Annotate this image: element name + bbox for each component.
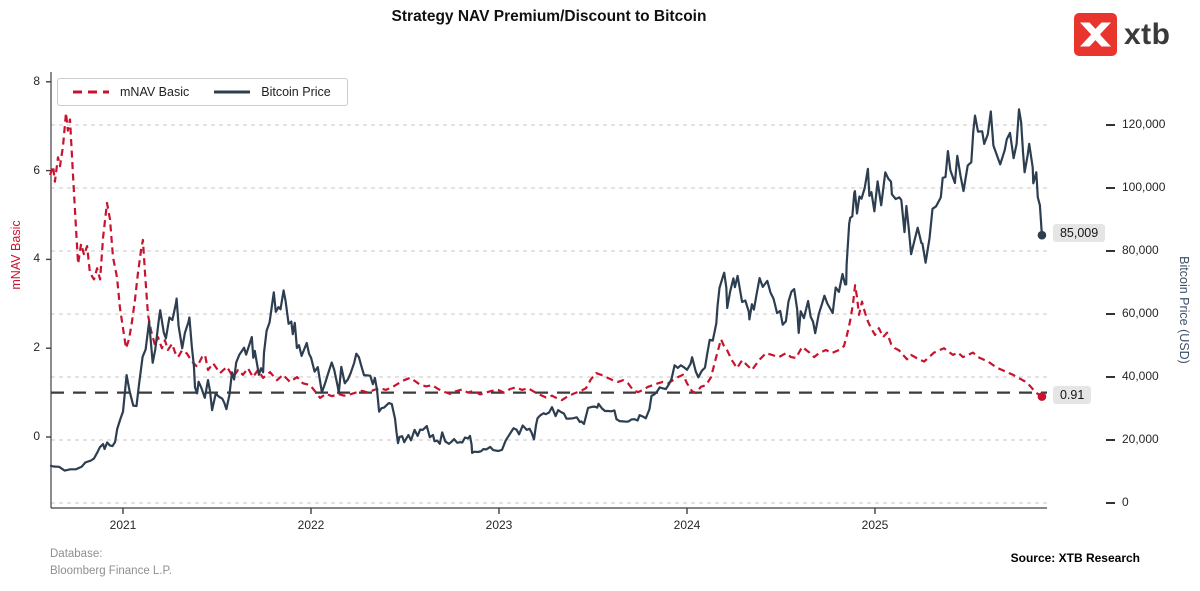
xtb-x-icon: [1080, 22, 1111, 47]
xtb-logo: xtb: [1074, 13, 1171, 56]
x-axis-tick-label: 2024: [673, 518, 701, 532]
x-axis-tick-label: 2023: [485, 518, 513, 532]
right-tick-mark: [1106, 439, 1115, 441]
left-axis-tick-label: 4: [33, 251, 40, 266]
mnav-basic-line: [49, 111, 1043, 402]
right-tick-mark: [1106, 502, 1115, 504]
right-axis-tick-label: 40,000: [1122, 369, 1159, 383]
right-axis-tick-label: 0: [1122, 495, 1129, 509]
left-axis-tick-label: 0: [33, 429, 40, 443]
database-note-line1: Database:: [50, 548, 103, 560]
x-axis-tick-label: 2021: [109, 518, 137, 532]
btc-last-value-badge: 85,009: [1052, 224, 1106, 243]
x-axis-tick-label: 2022: [297, 518, 325, 532]
xtb-logo-box: [1074, 13, 1117, 56]
right-tick-mark: [1106, 313, 1115, 315]
mnav-basic-end-dot: [1037, 392, 1047, 401]
right-axis-tick-label: 100,000: [1122, 180, 1166, 194]
x-axis-tick-label: 2025: [861, 518, 889, 532]
btc-legend-line-icon: [214, 90, 251, 94]
bitcoin-price-line: [49, 108, 1043, 472]
left-axis-tick-label: 6: [33, 162, 40, 177]
legend-label-mnav: mNAV Basic: [120, 85, 190, 99]
left-axis-tick-label: 2: [33, 340, 40, 355]
mnav-last-value-badge: 0.91: [1052, 385, 1092, 404]
left-axis-tick-label: 8: [33, 73, 40, 88]
source-note: Source: XTB Research: [1010, 551, 1140, 565]
right-tick-mark: [1106, 124, 1115, 126]
right-axis-tick-label: 80,000: [1122, 243, 1159, 257]
right-tick-mark: [1106, 376, 1115, 378]
bitcoin-price-end-dot: [1037, 230, 1047, 240]
mnav-legend-line-icon: [73, 90, 109, 94]
right-axis-tick-label: 20,000: [1122, 432, 1159, 446]
database-note: Database: Bloomberg Finance L.P.: [50, 546, 172, 580]
right-tick-mark: [1106, 187, 1115, 189]
legend: mNAV Basic Bitcoin Price: [57, 78, 348, 106]
database-note-line2: Bloomberg Finance L.P.: [50, 565, 172, 577]
xtb-logo-text: xtb: [1124, 17, 1171, 51]
page-title: Strategy NAV Premium/Discount to Bitcoin: [391, 8, 707, 25]
right-tick-mark: [1106, 250, 1115, 252]
right-axis-tick-label: 120,000: [1122, 117, 1166, 131]
right-axis-tick-label: 60,000: [1122, 306, 1159, 320]
right-axis-label: Bitcoin Price (USD): [1177, 256, 1191, 364]
legend-label-btc: Bitcoin Price: [261, 85, 331, 99]
